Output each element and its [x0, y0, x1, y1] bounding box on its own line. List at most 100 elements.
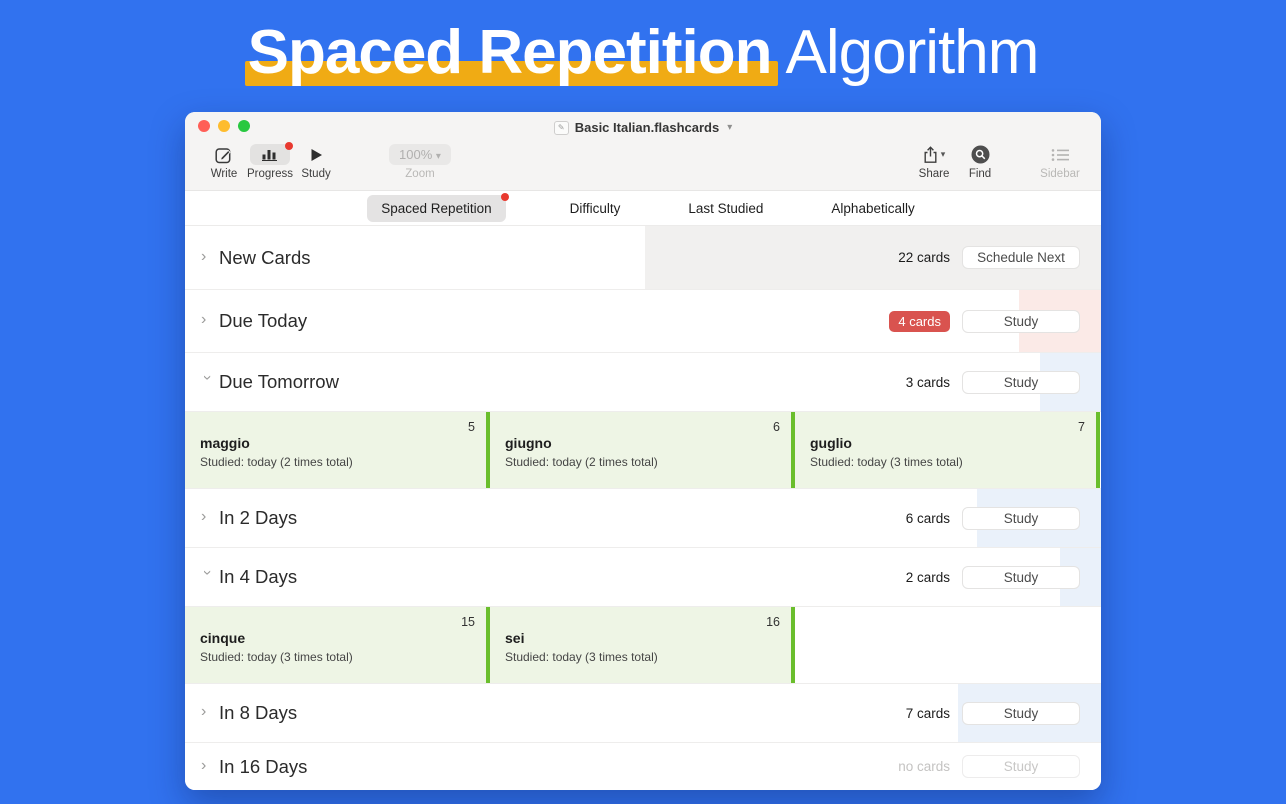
sidebar-label: Sidebar: [1040, 168, 1080, 180]
card-title: giugno: [505, 435, 552, 451]
sidebar-button: Sidebar: [1037, 141, 1083, 180]
study-button[interactable]: Study: [293, 141, 339, 180]
study-section-button[interactable]: Study: [962, 701, 1080, 725]
progress-label: Progress: [247, 168, 294, 180]
tab-label: Spaced Repetition: [381, 200, 492, 216]
close-button[interactable]: [198, 120, 210, 132]
card-number: 7: [1078, 420, 1085, 434]
section-title: Due Today: [219, 310, 308, 331]
chevron-down-icon: ›: [199, 375, 216, 381]
flashcard-guglio[interactable]: 7 guglio Studied: today (3 times total): [795, 412, 1100, 488]
chevron-right-icon: ›: [201, 311, 207, 328]
find-button[interactable]: Find: [957, 141, 1003, 180]
compose-icon: [215, 141, 233, 168]
flashcard-maggio[interactable]: 5 maggio Studied: today (2 times total): [185, 412, 490, 488]
chevron-down-icon: ›: [199, 570, 216, 576]
chevron-right-icon: ›: [201, 508, 207, 525]
section-title: New Cards: [219, 246, 311, 268]
document-title[interactable]: ✎ Basic Italian.flashcards ▾: [553, 120, 733, 135]
write-button[interactable]: Write: [201, 141, 247, 180]
study-section-button[interactable]: Study: [962, 370, 1080, 394]
notification-dot: [500, 192, 509, 201]
card-subtitle: Studied: today (2 times total): [200, 455, 353, 469]
traffic-lights: [198, 120, 250, 132]
chevron-right-icon: ›: [201, 247, 207, 265]
chevron-down-icon: ▾: [940, 149, 946, 159]
flashcard-sei[interactable]: 16 sei Studied: today (3 times total): [490, 607, 795, 683]
section-title: In 8 Days: [219, 702, 298, 723]
cards-row-in-4-days: 15 cinque Studied: today (3 times total)…: [185, 607, 1101, 684]
study-section-button[interactable]: Study: [962, 309, 1080, 333]
section-row-in-4-days[interactable]: › In 4 Days 2 cards Study: [185, 548, 1101, 607]
chevron-right-icon: ›: [201, 756, 207, 774]
section-title: Due Tomorrow: [219, 371, 339, 392]
tab-difficulty[interactable]: Difficulty: [569, 200, 621, 216]
page-title-highlighted: Spaced Repetition: [247, 18, 773, 87]
zoom-label: Zoom: [405, 168, 435, 180]
section-row-due-today[interactable]: › Due Today 4 cards Study: [185, 290, 1101, 353]
write-label: Write: [210, 168, 238, 180]
chevron-down-icon: ▾: [727, 122, 733, 133]
study-section-button-disabled: Study: [962, 755, 1080, 778]
sort-tabs: Spaced Repetition Difficulty Last Studie…: [185, 191, 1101, 226]
card-count: 6 cards: [905, 510, 950, 526]
flashcard-cinque[interactable]: 15 cinque Studied: today (3 times total): [185, 607, 490, 683]
page-title: Spaced Repetition Algorithm: [0, 14, 1286, 92]
chevron-right-icon: ›: [201, 703, 207, 720]
card-title: maggio: [200, 435, 250, 451]
card-count: 3 cards: [905, 374, 950, 390]
card-subtitle: Studied: today (3 times total): [505, 650, 658, 664]
share-label: Share: [918, 168, 950, 180]
share-icon: [923, 145, 938, 164]
study-section-button[interactable]: Study: [962, 506, 1080, 530]
fullscreen-button[interactable]: [238, 120, 250, 132]
tab-spaced-repetition[interactable]: Spaced Repetition: [367, 192, 509, 222]
card-count-badge: 4 cards: [889, 310, 950, 332]
card-count: no cards: [898, 759, 950, 774]
progress-button[interactable]: Progress: [247, 141, 293, 180]
progress-selected-pill: [250, 142, 294, 165]
cards-row-due-tomorrow: 5 maggio Studied: today (2 times total) …: [185, 412, 1101, 489]
study-label: Study: [301, 168, 331, 180]
chevron-down-icon: ▾: [435, 151, 441, 162]
app-window: ✎ Basic Italian.flashcards ▾ Write: [185, 112, 1101, 790]
section-row-in-8-days[interactable]: › In 8 Days 7 cards Study: [185, 684, 1101, 743]
minimize-button[interactable]: [218, 120, 230, 132]
section-row-in-16-days[interactable]: › In 16 Days no cards Study: [185, 743, 1101, 790]
card-count: 7 cards: [905, 705, 950, 721]
titlebar: ✎ Basic Italian.flashcards ▾: [185, 112, 1101, 139]
card-number: 15: [461, 615, 475, 629]
window-chrome: ✎ Basic Italian.flashcards ▾ Write: [185, 112, 1101, 191]
toolbar: Write Progress Study: [185, 139, 1101, 190]
card-number: 16: [766, 615, 780, 629]
card-subtitle: Studied: today (3 times total): [810, 455, 963, 469]
page-title-rest: Algorithm: [785, 18, 1040, 87]
notification-dot: [285, 142, 294, 150]
card-count: 22 cards: [898, 250, 950, 265]
section-row-in-2-days[interactable]: › In 2 Days 6 cards Study: [185, 489, 1101, 548]
card-count: 2 cards: [905, 569, 950, 585]
tab-alphabetically[interactable]: Alphabetically: [831, 200, 915, 216]
card-subtitle: Studied: today (3 times total): [200, 650, 353, 664]
zoom-control: 100% ▾ Zoom: [389, 141, 451, 180]
section-title: In 16 Days: [219, 755, 308, 777]
find-label: Find: [968, 168, 992, 180]
section-row-new-cards[interactable]: › New Cards 22 cards Schedule Next: [185, 226, 1101, 290]
toolbar-right-group: ▾ Share Find Sidebar: [911, 141, 1083, 180]
study-section-button[interactable]: Study: [962, 565, 1080, 589]
search-icon: [971, 141, 990, 168]
zoom-value: 100% ▾: [389, 144, 451, 165]
flashcard-giugno[interactable]: 6 giugno Studied: today (2 times total): [490, 412, 795, 488]
section-title: In 2 Days: [219, 507, 298, 528]
play-icon: [310, 141, 323, 168]
card-title: sei: [505, 630, 525, 646]
sidebar-list-icon: [1051, 141, 1070, 168]
tab-last-studied[interactable]: Last Studied: [688, 200, 764, 216]
share-button[interactable]: ▾ Share: [911, 141, 957, 180]
document-proxy-icon: ✎: [553, 120, 569, 135]
section-title: In 4 Days: [219, 566, 298, 587]
schedule-next-button[interactable]: Schedule Next: [962, 246, 1080, 269]
card-title: guglio: [810, 435, 852, 451]
card-title: cinque: [200, 630, 246, 646]
section-row-due-tomorrow[interactable]: › Due Tomorrow 3 cards Study: [185, 353, 1101, 412]
